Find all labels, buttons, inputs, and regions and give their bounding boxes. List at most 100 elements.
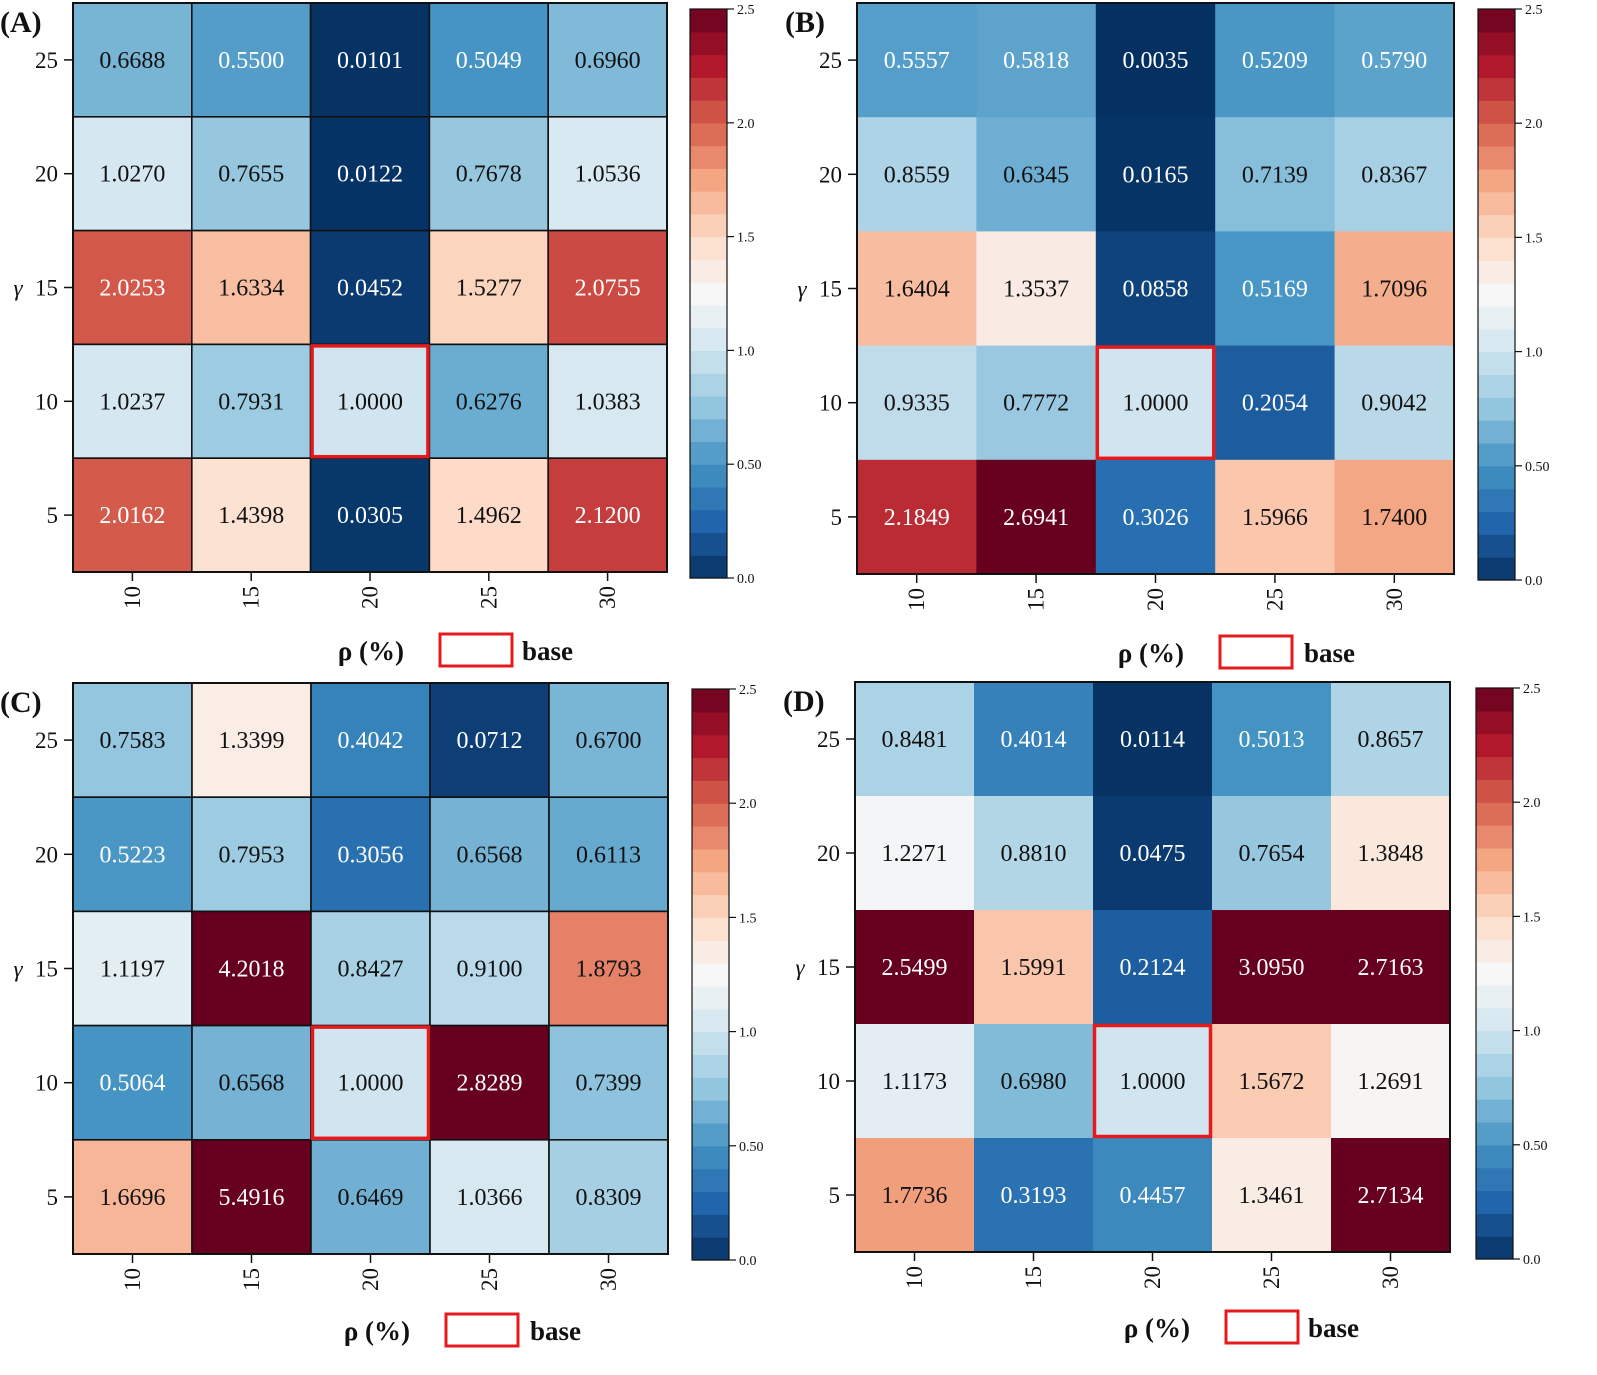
colorbar-frame	[689, 8, 728, 579]
cell-value-label: 0.8810	[1001, 841, 1067, 867]
cell-value-label: 1.0000	[338, 1071, 404, 1097]
colorbar-segment	[692, 1031, 729, 1056]
cell-value-label: 0.7139	[1242, 162, 1308, 188]
colorbar-tick-label: 2.0	[737, 117, 755, 132]
x-tick-label: 30	[1378, 1266, 1403, 1289]
colorbar-tick-label: 0.0	[1525, 574, 1543, 589]
heatmap-cell	[857, 231, 977, 347]
heatmap-cell	[191, 2, 312, 118]
cell-value-label: 0.9100	[457, 957, 523, 983]
cell-value-label: 0.6568	[219, 1071, 285, 1097]
heatmap-cell	[974, 682, 1094, 797]
colorbar-frame	[1475, 687, 1514, 1260]
heatmap-cell	[191, 343, 312, 459]
x-tick-label: 20	[358, 1268, 383, 1291]
colorbar-segment	[690, 213, 727, 238]
heatmap-cell	[191, 796, 312, 913]
colorbar-segment	[1476, 733, 1513, 758]
colorbar-tick-label: 2.0	[1523, 796, 1541, 811]
heatmap-cell	[310, 682, 431, 798]
colorbar-segment	[1476, 870, 1513, 895]
cell-value-label: 1.3537	[1003, 277, 1069, 303]
colorbar-segment	[692, 803, 729, 827]
cell-value-label: 2.0253	[99, 276, 165, 302]
base-cell-highlight	[1095, 345, 1216, 461]
colorbar-segment	[1478, 260, 1515, 284]
base-legend-label: base	[1304, 638, 1355, 668]
heatmap-cell	[1212, 1138, 1332, 1253]
colorbar-segment	[1478, 397, 1515, 421]
heatmap-cell	[428, 229, 549, 346]
heatmap-cell	[428, 2, 549, 118]
cell-value-label: 1.0000	[1120, 1069, 1186, 1095]
colorbar-segment	[692, 1077, 729, 1101]
cell-value-label: 0.5013	[1239, 727, 1305, 753]
heatmap-cell	[1212, 910, 1332, 1025]
cell-value-label: 1.0366	[457, 1185, 523, 1211]
colorbar-segment	[1476, 802, 1513, 826]
x-tick-label: 20	[358, 586, 383, 609]
colorbar-tick-label: 1.0	[737, 344, 755, 359]
heatmap-cell	[974, 910, 1094, 1025]
y-tick-label: 15	[817, 955, 840, 980]
colorbar-segment	[692, 1214, 729, 1238]
heatmap-cell	[309, 457, 431, 573]
cell-value-label: 0.7931	[218, 389, 284, 415]
cell-value-label: 0.8481	[882, 727, 948, 753]
cell-value-label: 2.7163	[1358, 955, 1424, 981]
cell-value-label: 0.9335	[884, 391, 950, 417]
cell-value-label: 0.7678	[456, 162, 522, 188]
cell-value-label: 0.0858	[1123, 277, 1189, 303]
cell-value-label: 1.0536	[575, 162, 641, 188]
colorbar-segment	[1476, 710, 1513, 735]
colorbar-segment	[692, 1191, 729, 1215]
heatmap-cell	[857, 3, 977, 118]
heatmap-cell	[857, 345, 977, 461]
x-tick-label: 10	[902, 1266, 927, 1289]
cell-value-label: 0.0101	[337, 48, 403, 74]
cell-value-label: 0.7399	[576, 1071, 642, 1097]
colorbar-segment	[692, 1145, 729, 1170]
cell-value-label: 0.2054	[1242, 391, 1308, 417]
cell-value-label: 1.5966	[1242, 505, 1308, 531]
colorbar-segment	[692, 1237, 729, 1261]
y-axis-title: γ	[795, 955, 805, 980]
heatmap-cell	[1334, 117, 1455, 232]
colorbar-segment	[1476, 1144, 1513, 1169]
cell-value-label: 1.4398	[218, 503, 284, 529]
cell-value-label: 0.7654	[1239, 841, 1305, 867]
cell-value-label: 0.5790	[1361, 48, 1427, 74]
colorbar-segment	[690, 100, 727, 124]
heatmap-cell	[191, 457, 312, 573]
cell-value-label: 2.6941	[1003, 505, 1069, 531]
heatmap-cell	[976, 231, 1097, 347]
x-tick-label: 30	[595, 586, 620, 609]
panel-label: (B)	[785, 6, 825, 39]
cell-value-label: 0.0035	[1123, 48, 1189, 74]
colorbar-segment	[692, 1168, 729, 1193]
heatmap-cell	[857, 459, 977, 575]
y-tick-label: 15	[35, 957, 58, 982]
colorbar-segment	[1476, 1121, 1513, 1146]
heatmap-cell	[1093, 796, 1213, 911]
colorbar-segment	[690, 555, 727, 579]
colorbar-tick-label: 1.0	[1525, 346, 1543, 361]
y-tick-label: 20	[35, 842, 58, 867]
heatmap-cell	[429, 682, 550, 798]
y-tick-label: 25	[817, 727, 840, 752]
heatmap-cell	[1212, 1024, 1332, 1139]
cell-value-label: 0.0165	[1123, 162, 1189, 188]
base-legend-swatch	[1218, 634, 1294, 670]
cell-value-label: 1.3461	[1239, 1183, 1305, 1209]
heatmap-cell	[1095, 117, 1216, 232]
colorbar-tick-label: 1.0	[1523, 1025, 1541, 1040]
cell-value-label: 0.8309	[576, 1185, 642, 1211]
heatmap-cell	[1212, 796, 1332, 911]
colorbar-segment	[1478, 557, 1515, 581]
colorbar-tick-label: 1.5	[1523, 910, 1541, 925]
heatmap-cell	[72, 796, 193, 913]
cell-value-label: 0.8559	[884, 162, 950, 188]
colorbar-segment	[692, 848, 729, 873]
colorbar-segment	[690, 509, 727, 534]
heatmap-cell	[429, 796, 550, 913]
